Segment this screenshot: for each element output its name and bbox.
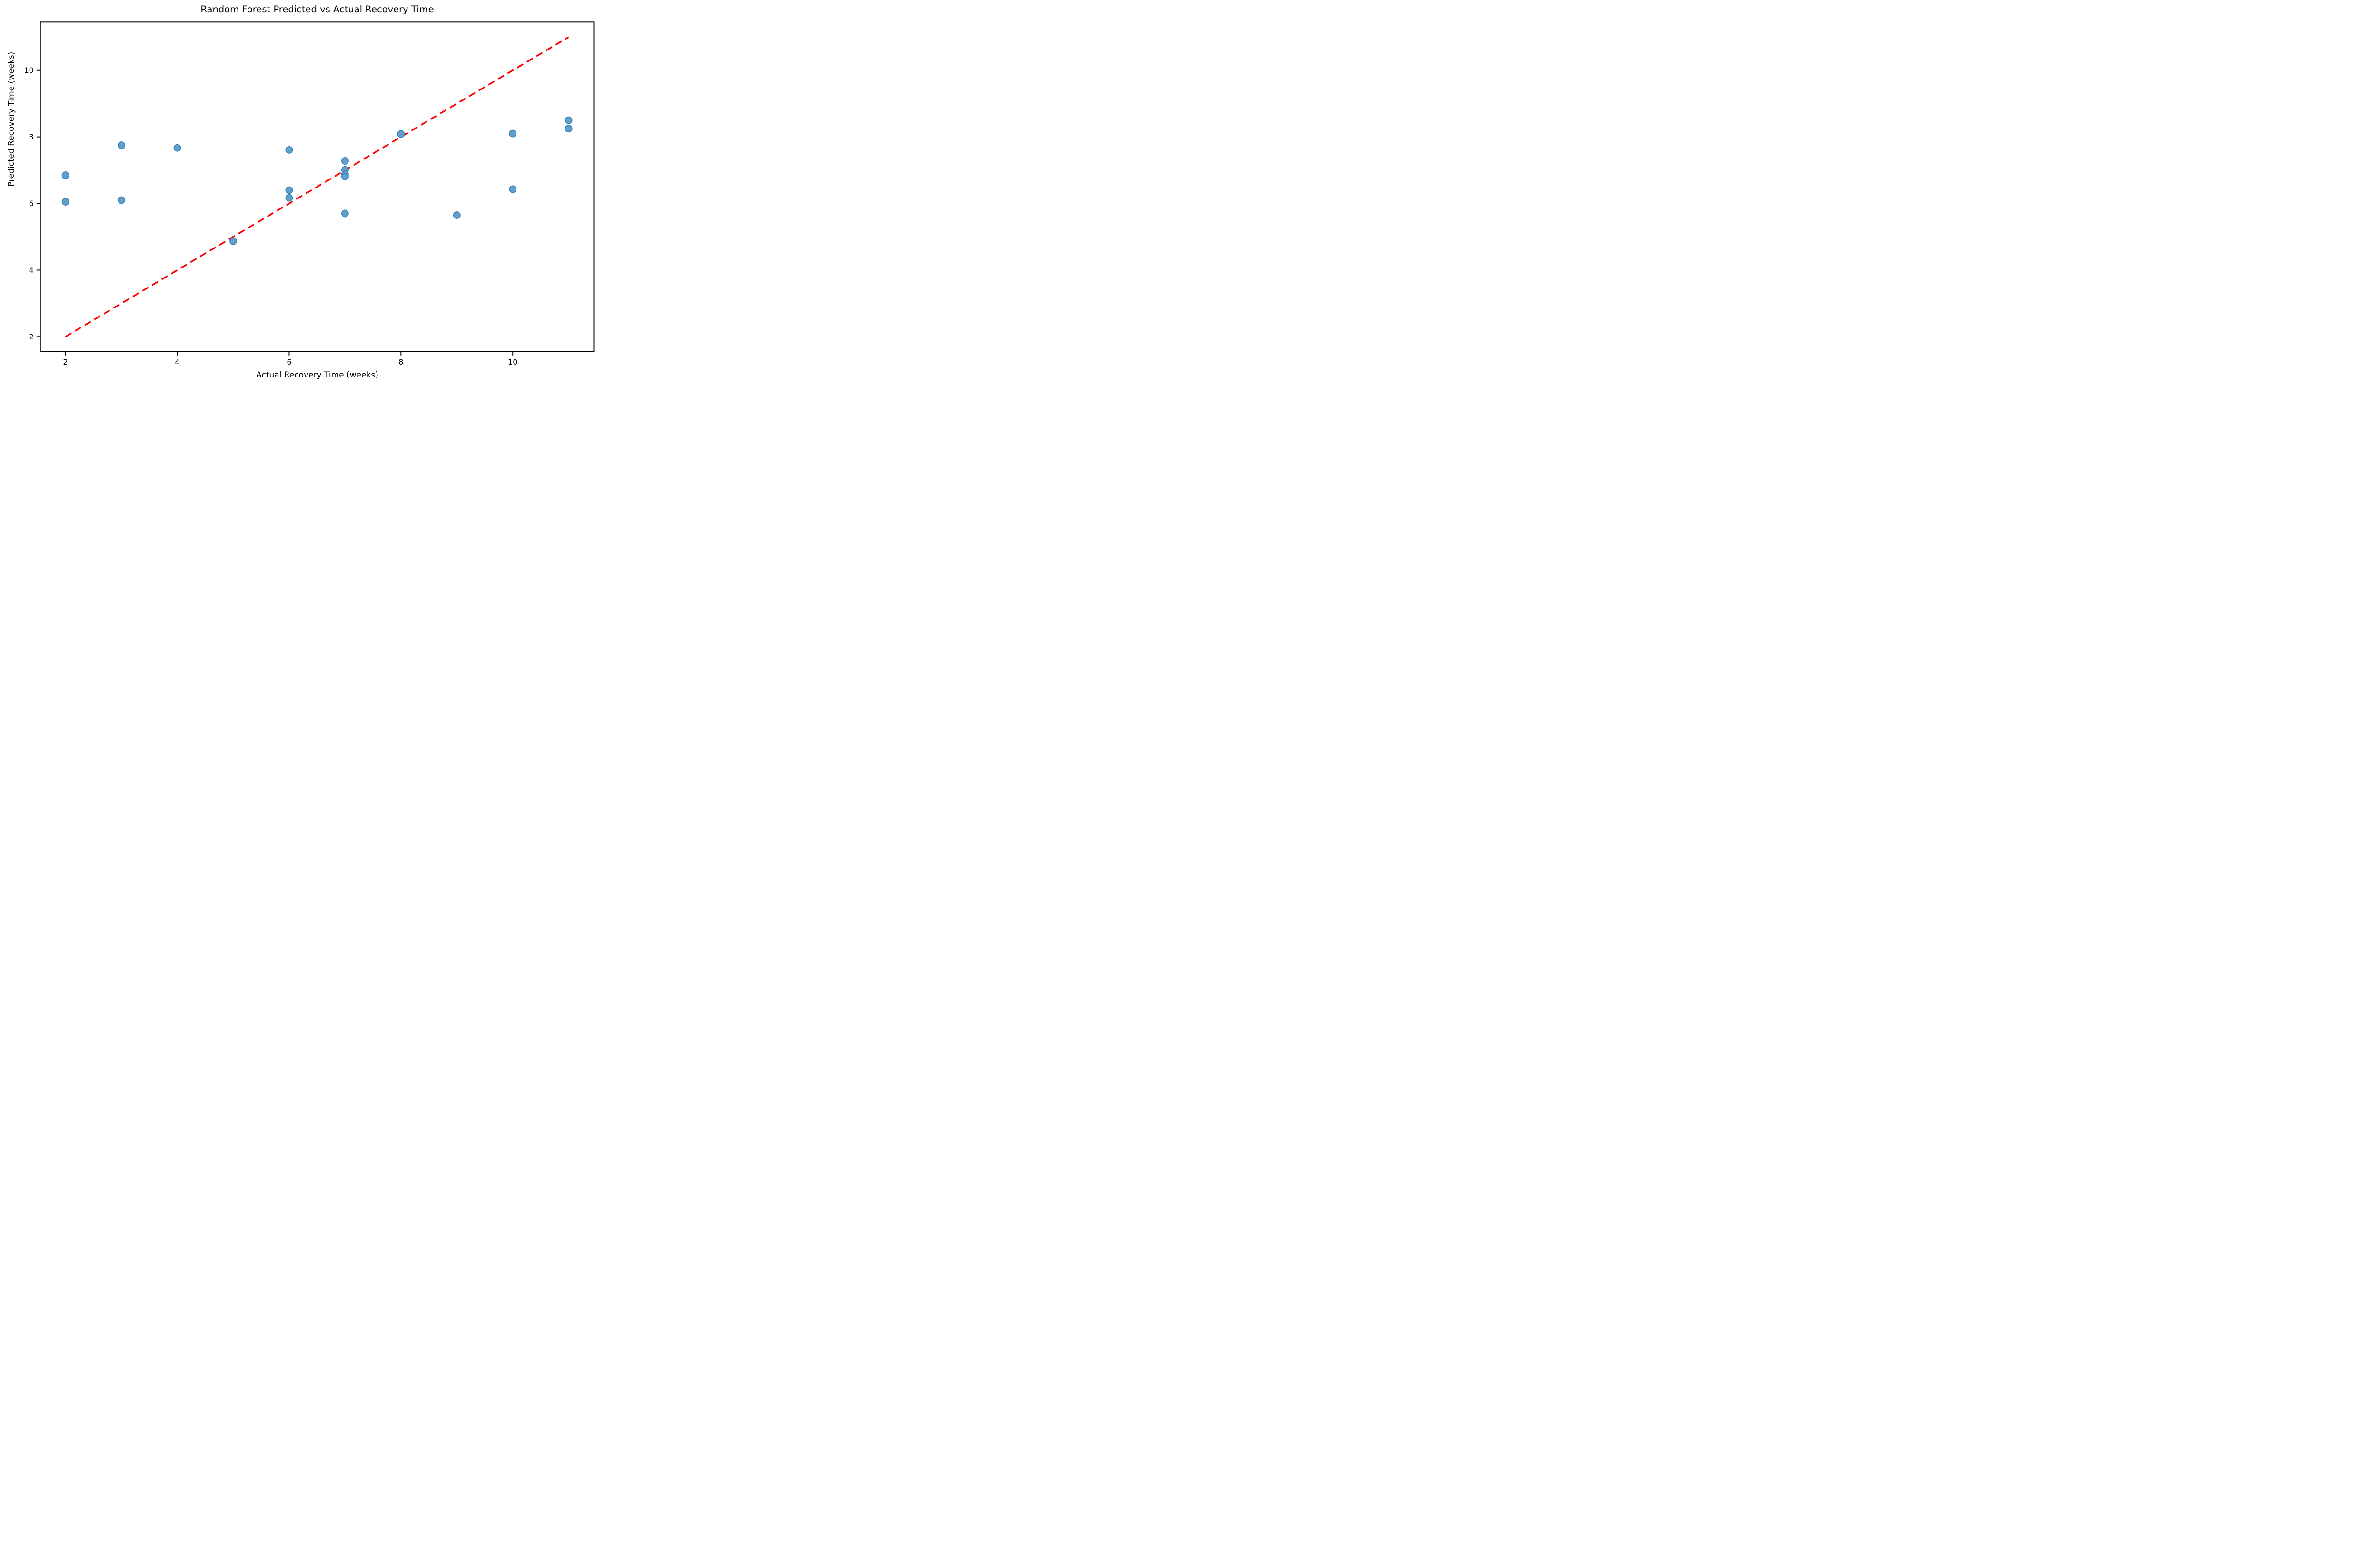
data-point	[397, 130, 405, 138]
x-tick-label: 2	[63, 357, 68, 367]
figure: 2 4 6 8 10 2 4 6 8 10 Random Forest Predicted vs …	[0, 0, 601, 389]
data-point	[565, 125, 573, 133]
data-point	[341, 157, 349, 165]
x-axis-label: Actual Recovery Time (weeks)	[256, 370, 378, 380]
data-point	[509, 185, 517, 193]
data-point	[229, 237, 237, 245]
plot-canvas: 2 4 6 8 10 2 4 6 8 10	[24, 21, 595, 367]
y-tick-label: 8	[29, 132, 34, 141]
data-point	[341, 209, 349, 218]
data-point	[61, 171, 69, 179]
x-tick-label: 8	[398, 357, 403, 367]
y-tick-label: 6	[29, 199, 34, 208]
y-tick-label: 10	[24, 66, 33, 75]
data-point	[509, 129, 517, 138]
plot-spines	[40, 21, 595, 352]
data-point	[118, 196, 126, 204]
y-tick-label: 2	[29, 332, 34, 341]
data-point	[173, 144, 181, 152]
data-point	[285, 186, 293, 194]
x-tick-label: 10	[508, 357, 517, 367]
data-point	[61, 198, 69, 206]
x-tick-label: 4	[175, 357, 179, 367]
chart-title: Random Forest Predicted vs Actual Recove…	[200, 4, 434, 15]
x-tick-label: 6	[287, 357, 291, 367]
data-point	[285, 146, 293, 154]
data-point	[453, 211, 461, 219]
data-point	[565, 116, 573, 124]
data-point	[341, 172, 349, 180]
data-point	[118, 141, 126, 149]
y-tick-label: 4	[29, 266, 34, 275]
identity-line	[65, 36, 569, 337]
data-point	[285, 194, 293, 202]
